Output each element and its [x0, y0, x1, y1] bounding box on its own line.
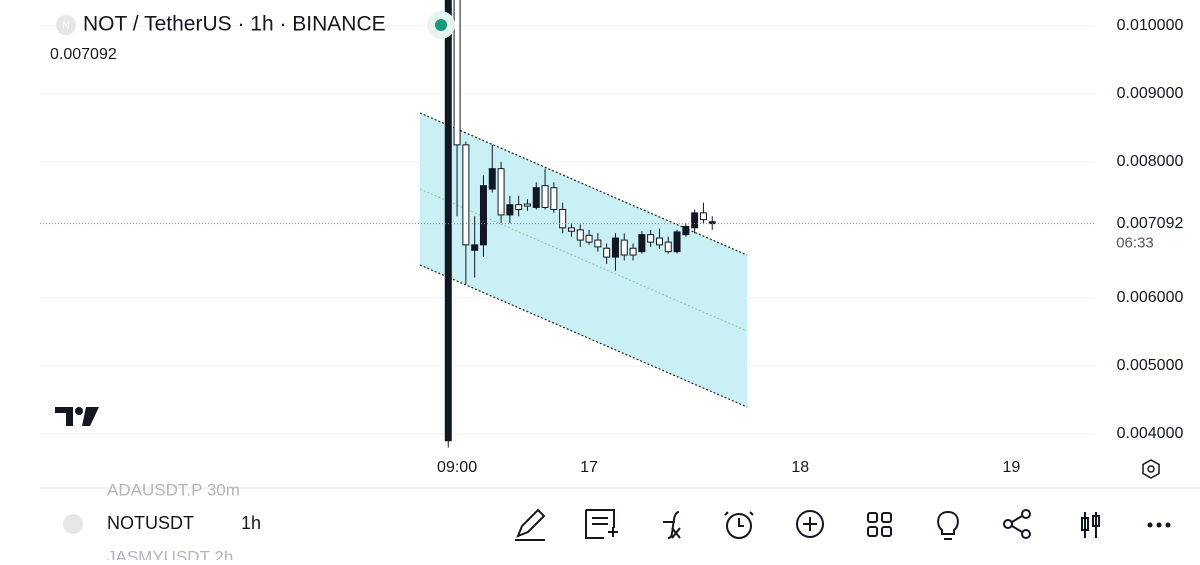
- candle-body: [673, 231, 681, 253]
- settings-icon[interactable]: [1142, 459, 1160, 479]
- candle-body: [638, 234, 646, 253]
- candle-body: [594, 239, 602, 248]
- candle-body: [603, 247, 611, 258]
- candle-body: [567, 227, 575, 232]
- symbol-title: NOT / TetherUS · 1h · BINANCE: [83, 13, 386, 36]
- candle-body: [444, 0, 452, 442]
- candle-body: [479, 185, 487, 246]
- candle-body: [664, 241, 672, 253]
- notes-icon[interactable]: [585, 509, 618, 539]
- more-icon[interactable]: [1147, 522, 1171, 528]
- y-tick-label: 0.008000: [1117, 153, 1184, 170]
- candle-body: [550, 187, 558, 210]
- candle-body: [488, 168, 496, 190]
- toolbar-interval[interactable]: 1h: [241, 513, 261, 533]
- axes: 0.004000 0.005000 0.006000 0.008000 0.009000…: [40, 17, 1200, 476]
- candles: [444, 0, 716, 448]
- last-price: 0.007092: [50, 46, 117, 63]
- price-label-bg: [1100, 211, 1200, 258]
- candle-body: [559, 208, 567, 229]
- indicator-icon[interactable]: [663, 511, 681, 539]
- candle-body: [620, 239, 628, 256]
- candle-body: [471, 244, 479, 251]
- candle-body: [506, 204, 514, 216]
- price-label: 0.007092: [1117, 215, 1184, 232]
- y-tick-label: 0.010000: [1117, 17, 1184, 34]
- countdown: 06:33: [1116, 235, 1154, 252]
- x-tick-label: 18: [791, 459, 809, 476]
- prev-symbol: ADAUSDT.P 30m: [107, 480, 240, 499]
- channel-top: [419, 112, 748, 256]
- status-dot: [435, 19, 447, 31]
- candle-body: [691, 212, 699, 229]
- candle-body: [515, 204, 523, 210]
- y-tick-label: 0.005000: [1117, 357, 1184, 374]
- x-tick-label: 09:00: [437, 459, 477, 476]
- layout-icon[interactable]: [867, 512, 878, 523]
- symbol-badge: [56, 15, 76, 35]
- ideas-icon[interactable]: [937, 510, 959, 540]
- next-symbol: JASMYUSDT 2h: [107, 547, 233, 560]
- candle-body: [523, 203, 531, 207]
- channel-mid: [419, 188, 748, 332]
- y-tick-label: 0.009000: [1117, 85, 1184, 102]
- candle-body: [497, 168, 505, 216]
- candle-body: [532, 187, 540, 208]
- toolbar-icons: [515, 508, 1100, 541]
- channel-bottom: [419, 264, 748, 408]
- toolbar-symbol[interactable]: NOTUSDT: [107, 513, 194, 533]
- candle-body: [585, 234, 593, 243]
- alert-icon[interactable]: [726, 513, 752, 539]
- candle-body: [462, 144, 470, 246]
- share-icon[interactable]: [1003, 519, 1013, 529]
- add-icon[interactable]: [796, 510, 824, 538]
- candle-body: [611, 237, 619, 258]
- candle-body: [453, 0, 461, 146]
- candle-body: [541, 185, 549, 208]
- badge-text: N: [62, 21, 69, 32]
- candle-body: [655, 237, 663, 246]
- candle-body: [576, 229, 584, 241]
- candle-body: [629, 247, 637, 256]
- x-tick-label: 19: [1003, 459, 1021, 476]
- candle-body: [699, 212, 707, 221]
- x-tick-label: 17: [580, 459, 598, 476]
- draw-icon[interactable]: [515, 508, 546, 541]
- tv-logo: [55, 407, 99, 426]
- symbol-badge-small: [63, 514, 83, 534]
- y-tick-label: 0.004000: [1117, 425, 1184, 442]
- candle-body: [682, 225, 690, 236]
- candle-body: [647, 234, 655, 243]
- y-tick-label: 0.006000: [1117, 289, 1184, 306]
